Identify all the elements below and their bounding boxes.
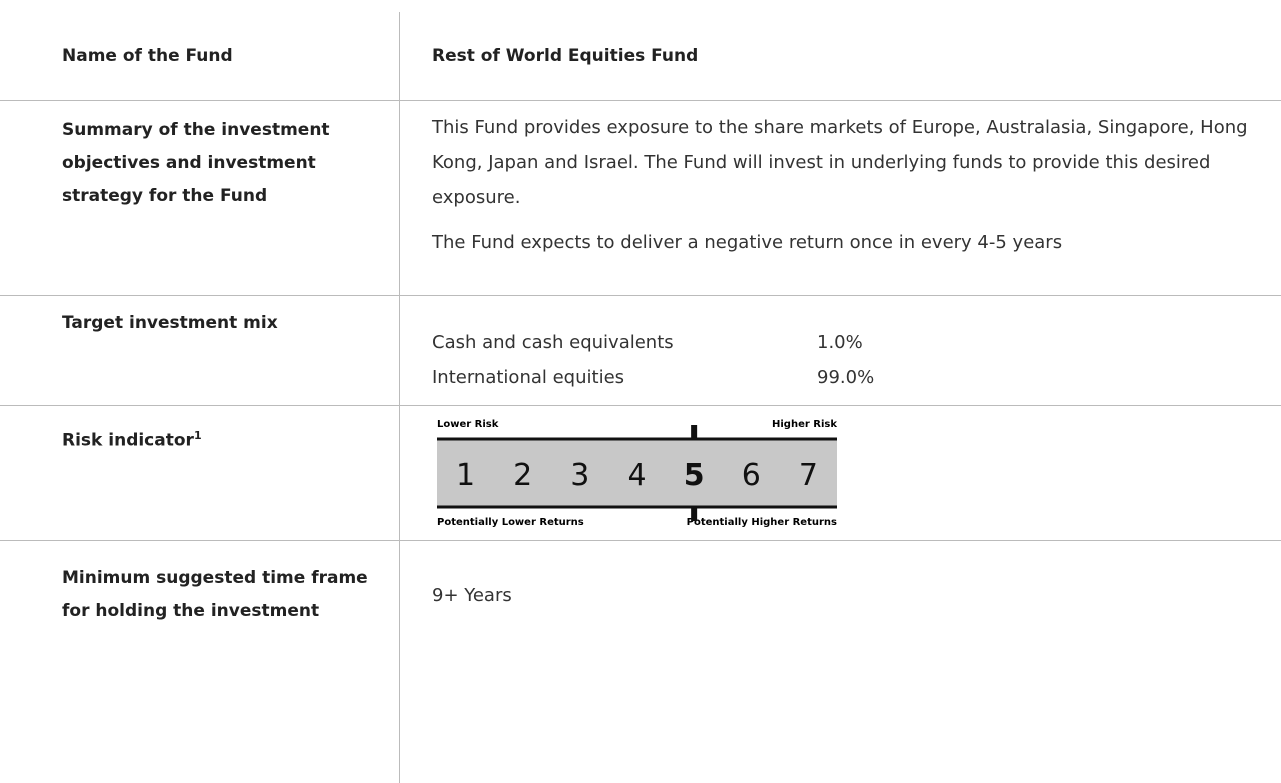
row-label: Target investment mix [62, 313, 278, 333]
risk-level: 6 [742, 458, 761, 493]
row-label: Summary of the investment objectives and… [62, 120, 330, 206]
row-label: Risk indicator1 [62, 419, 372, 458]
risk-level: 7 [799, 458, 818, 493]
risk-level: 2 [513, 458, 532, 493]
table-row: Summary of the investment objectives and… [0, 100, 1281, 296]
row-value: Cash and cash equivalents 1.0% Internatio… [432, 325, 1252, 395]
risk-level: 4 [627, 458, 646, 493]
paragraph: This Fund provides exposure to the share… [432, 117, 1248, 208]
risk-level: 3 [570, 458, 589, 493]
paragraph: The Fund expects to deliver a negative r… [432, 232, 1063, 253]
risk-band [437, 439, 837, 507]
row-value: This Fund provides exposure to the share… [432, 110, 1252, 270]
row-value: Rest of World Equities Fund [432, 46, 699, 66]
risk-marker [691, 507, 698, 521]
asset: Cash and cash equivalents [432, 332, 674, 353]
row-label: Name of the Fund [62, 46, 233, 66]
risk-level: 5 [684, 458, 705, 493]
mix-row: International equities 99.0% [432, 360, 1252, 395]
column-divider [399, 12, 400, 783]
risk-lower-returns: Potentially Lower Returns [437, 517, 584, 528]
share: 1.0% [817, 332, 863, 353]
row-value: 9+ Years [432, 585, 512, 606]
risk-lower: Lower Risk [437, 419, 499, 430]
risk-indicator: Lower Risk Higher Risk Potentially Lower… [437, 419, 837, 528]
risk-marker [691, 425, 698, 439]
risk-higher: Higher Risk [772, 419, 837, 430]
table-row: Risk indicator1 Lower Risk Higher Risk P… [0, 405, 1281, 541]
footnote: 1 [193, 429, 202, 442]
mix-row: Cash and cash equivalents 1.0% [432, 325, 1252, 360]
share: 99.0% [817, 367, 875, 388]
asset: International equities [432, 367, 625, 388]
table-row: Minimum suggested time frame for holding… [0, 540, 1281, 783]
table-row: Name of the Fund Rest of World Equities … [0, 0, 1281, 101]
row-label: Minimum suggested time frame for holding… [62, 568, 368, 621]
risk-level: 1 [456, 458, 475, 493]
risk-higher-returns: Potentially Higher Returns [687, 517, 837, 528]
label-text: Risk indicator [62, 430, 194, 451]
table-row: Target investment mix Cash and cash equi… [0, 295, 1281, 406]
